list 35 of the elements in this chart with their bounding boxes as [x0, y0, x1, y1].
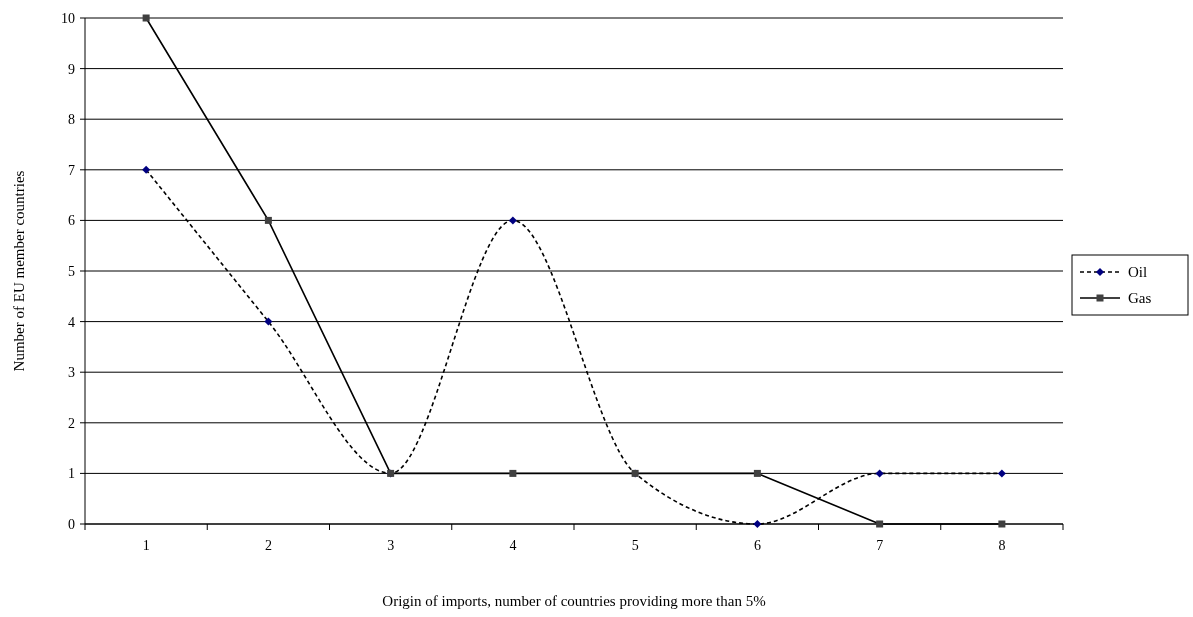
y-tick-label: 9	[68, 61, 75, 77]
point	[753, 469, 761, 477]
point	[264, 216, 272, 224]
point	[142, 165, 151, 174]
y-tick-label: 10	[61, 10, 75, 26]
y-tick-label: 6	[68, 213, 75, 229]
x-tick-label: 5	[631, 538, 639, 553]
y-tick-label: 4	[68, 314, 75, 330]
point	[509, 469, 517, 477]
point	[997, 469, 1006, 478]
legend-label: Oil	[1128, 264, 1148, 281]
x-tick-label: 6	[753, 538, 761, 553]
point	[998, 520, 1006, 528]
x-tick-label: 7	[876, 538, 884, 553]
x-tick-label: 4	[509, 538, 517, 553]
y-tick-label: 1	[68, 466, 75, 482]
point	[876, 520, 884, 528]
y-tick-label: 2	[68, 415, 75, 431]
x-tick-label: 2	[264, 538, 272, 553]
legend-label: Gas	[1128, 290, 1152, 307]
point	[142, 14, 150, 22]
y-tick-label: 7	[68, 162, 75, 178]
y-tick-label: 5	[68, 263, 75, 279]
y-tick-label: 8	[68, 112, 75, 128]
x-tick-label: 1	[142, 538, 150, 553]
point	[875, 469, 884, 478]
y-axis-title: Number of EU member countries	[11, 170, 27, 372]
x-tick-label: 3	[387, 538, 395, 553]
point	[264, 317, 273, 326]
point	[508, 216, 517, 225]
x-tick-label: 8	[998, 538, 1006, 553]
point	[753, 520, 762, 528]
y-tick-label: 0	[68, 516, 75, 532]
x-axis-title: Origin of imports, number of countries providing more than 5%	[382, 593, 766, 609]
y-tick-label: 3	[68, 365, 75, 381]
